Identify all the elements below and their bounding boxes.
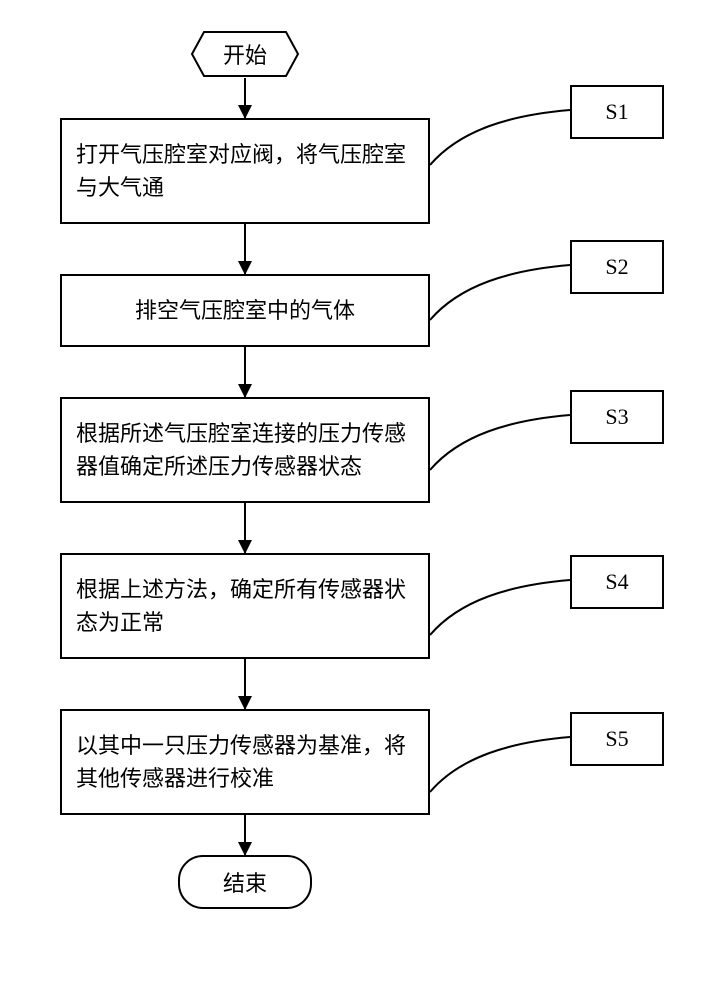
step-label-s5: S5 [570,712,664,766]
label-text: S1 [605,99,628,125]
arrow-icon [244,659,246,709]
arrow-icon [244,347,246,397]
callout-curve-icon [430,265,570,325]
step-s2: 排空气压腔室中的气体 [60,274,430,347]
arrow-icon [244,503,246,553]
label-text: S3 [605,404,628,430]
label-text: S5 [605,726,628,752]
step-s4: 根据上述方法，确定所有传感器状态为正常 [60,553,430,659]
arrow-icon [244,815,246,855]
label-text: S4 [605,569,628,595]
step-s3: 根据所述气压腔室连接的压力传感器值确定所述压力传感器状态 [60,397,430,503]
callout-curve-icon [430,415,570,475]
step-text: 打开气压腔室对应阀，将气压腔室与大气通 [76,138,414,204]
step-label-s3: S3 [570,390,664,444]
step-s1: 打开气压腔室对应阀，将气压腔室与大气通 [60,118,430,224]
step-label-s1: S1 [570,85,664,139]
callout-curve-icon [430,737,570,797]
end-terminator: 结束 [178,855,312,909]
arrow-icon [244,224,246,274]
step-text: 根据上述方法，确定所有传感器状态为正常 [76,573,414,639]
step-text: 以其中一只压力传感器为基准，将其他传感器进行校准 [76,729,414,795]
step-text: 排空气压腔室中的气体 [135,294,355,327]
start-terminator: 开始 [190,30,300,78]
hexagon-icon [190,30,300,78]
step-text: 根据所述气压腔室连接的压力传感器值确定所述压力传感器状态 [76,417,414,483]
end-label: 结束 [223,866,267,898]
callout-curve-icon [430,110,570,170]
step-s5: 以其中一只压力传感器为基准，将其他传感器进行校准 [60,709,430,815]
label-text: S2 [605,254,628,280]
step-label-s4: S4 [570,555,664,609]
step-label-s2: S2 [570,240,664,294]
flow-column: 开始 打开气压腔室对应阀，将气压腔室与大气通 排空气压腔室中的气体 根据所述气压… [60,30,430,909]
arrow-icon [244,78,246,118]
callout-curve-icon [430,580,570,640]
